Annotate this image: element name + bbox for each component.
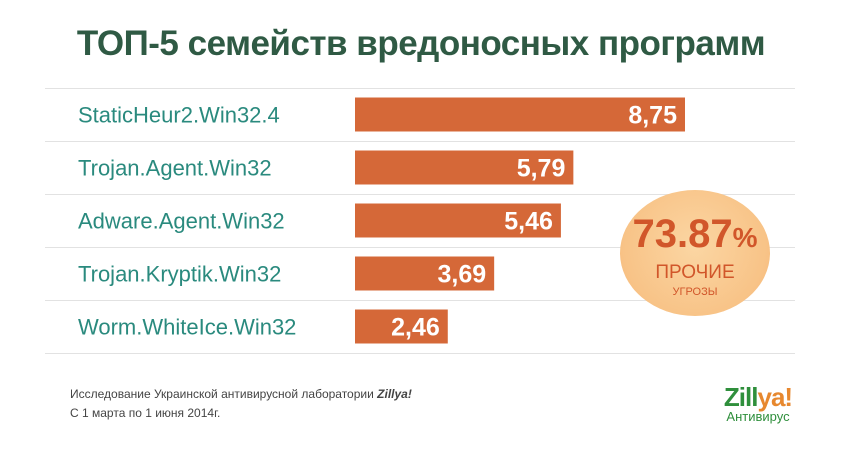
- bar-value-label: 3,69: [437, 261, 486, 289]
- badge-sublabel: УГРОЗЫ: [672, 286, 718, 298]
- badge-number: 73.87: [632, 212, 733, 256]
- category-label: StaticHeur2.Win32.4: [78, 103, 280, 128]
- zillya-logo: Zillya! Антивирус: [716, 384, 800, 424]
- other-threats-badge: 73.87% ПРОЧИЕ УГРОЗЫ: [620, 190, 770, 316]
- bar-value-label: 8,75: [628, 102, 677, 130]
- bar-value-label: 5,79: [517, 155, 566, 183]
- bar-value-label: 5,46: [504, 208, 553, 236]
- bar: [355, 203, 561, 238]
- category-label: Trojan.Kryptik.Win32: [78, 262, 281, 287]
- brand-logo-accent: ya!: [757, 382, 793, 412]
- bar: [355, 309, 448, 344]
- badge-label: ПРОЧИЕ: [655, 262, 735, 283]
- footnote-line1: Исследование Украинской антивирусной лаб…: [70, 385, 412, 404]
- footnote-line2: С 1 марта по 1 июня 2014г.: [70, 406, 221, 420]
- brand-logo-main: Zill: [723, 382, 759, 412]
- brand-logo-text: Zillya!: [716, 384, 800, 410]
- bar: [355, 150, 574, 185]
- badge-unit: %: [732, 222, 758, 253]
- category-label: Adware.Agent.Win32: [78, 209, 285, 234]
- category-label: Worm.WhiteIce.Win32: [78, 315, 296, 340]
- bar-value-label: 2,46: [391, 314, 440, 342]
- footnote-text: Исследование Украинской антивирусной лаб…: [70, 387, 374, 401]
- chart-title: ТОП-5 семейств вредоносных программ: [76, 24, 766, 63]
- bar: [355, 256, 495, 291]
- brand-subtitle: Антивирус: [726, 409, 790, 424]
- footnote: Исследование Украинской антивирусной лаб…: [70, 385, 412, 423]
- footnote-brand: Zillya!: [377, 387, 412, 401]
- bar: [355, 97, 685, 132]
- badge-value: 73.87%: [620, 214, 770, 258]
- category-label: Trojan.Agent.Win32: [78, 156, 272, 181]
